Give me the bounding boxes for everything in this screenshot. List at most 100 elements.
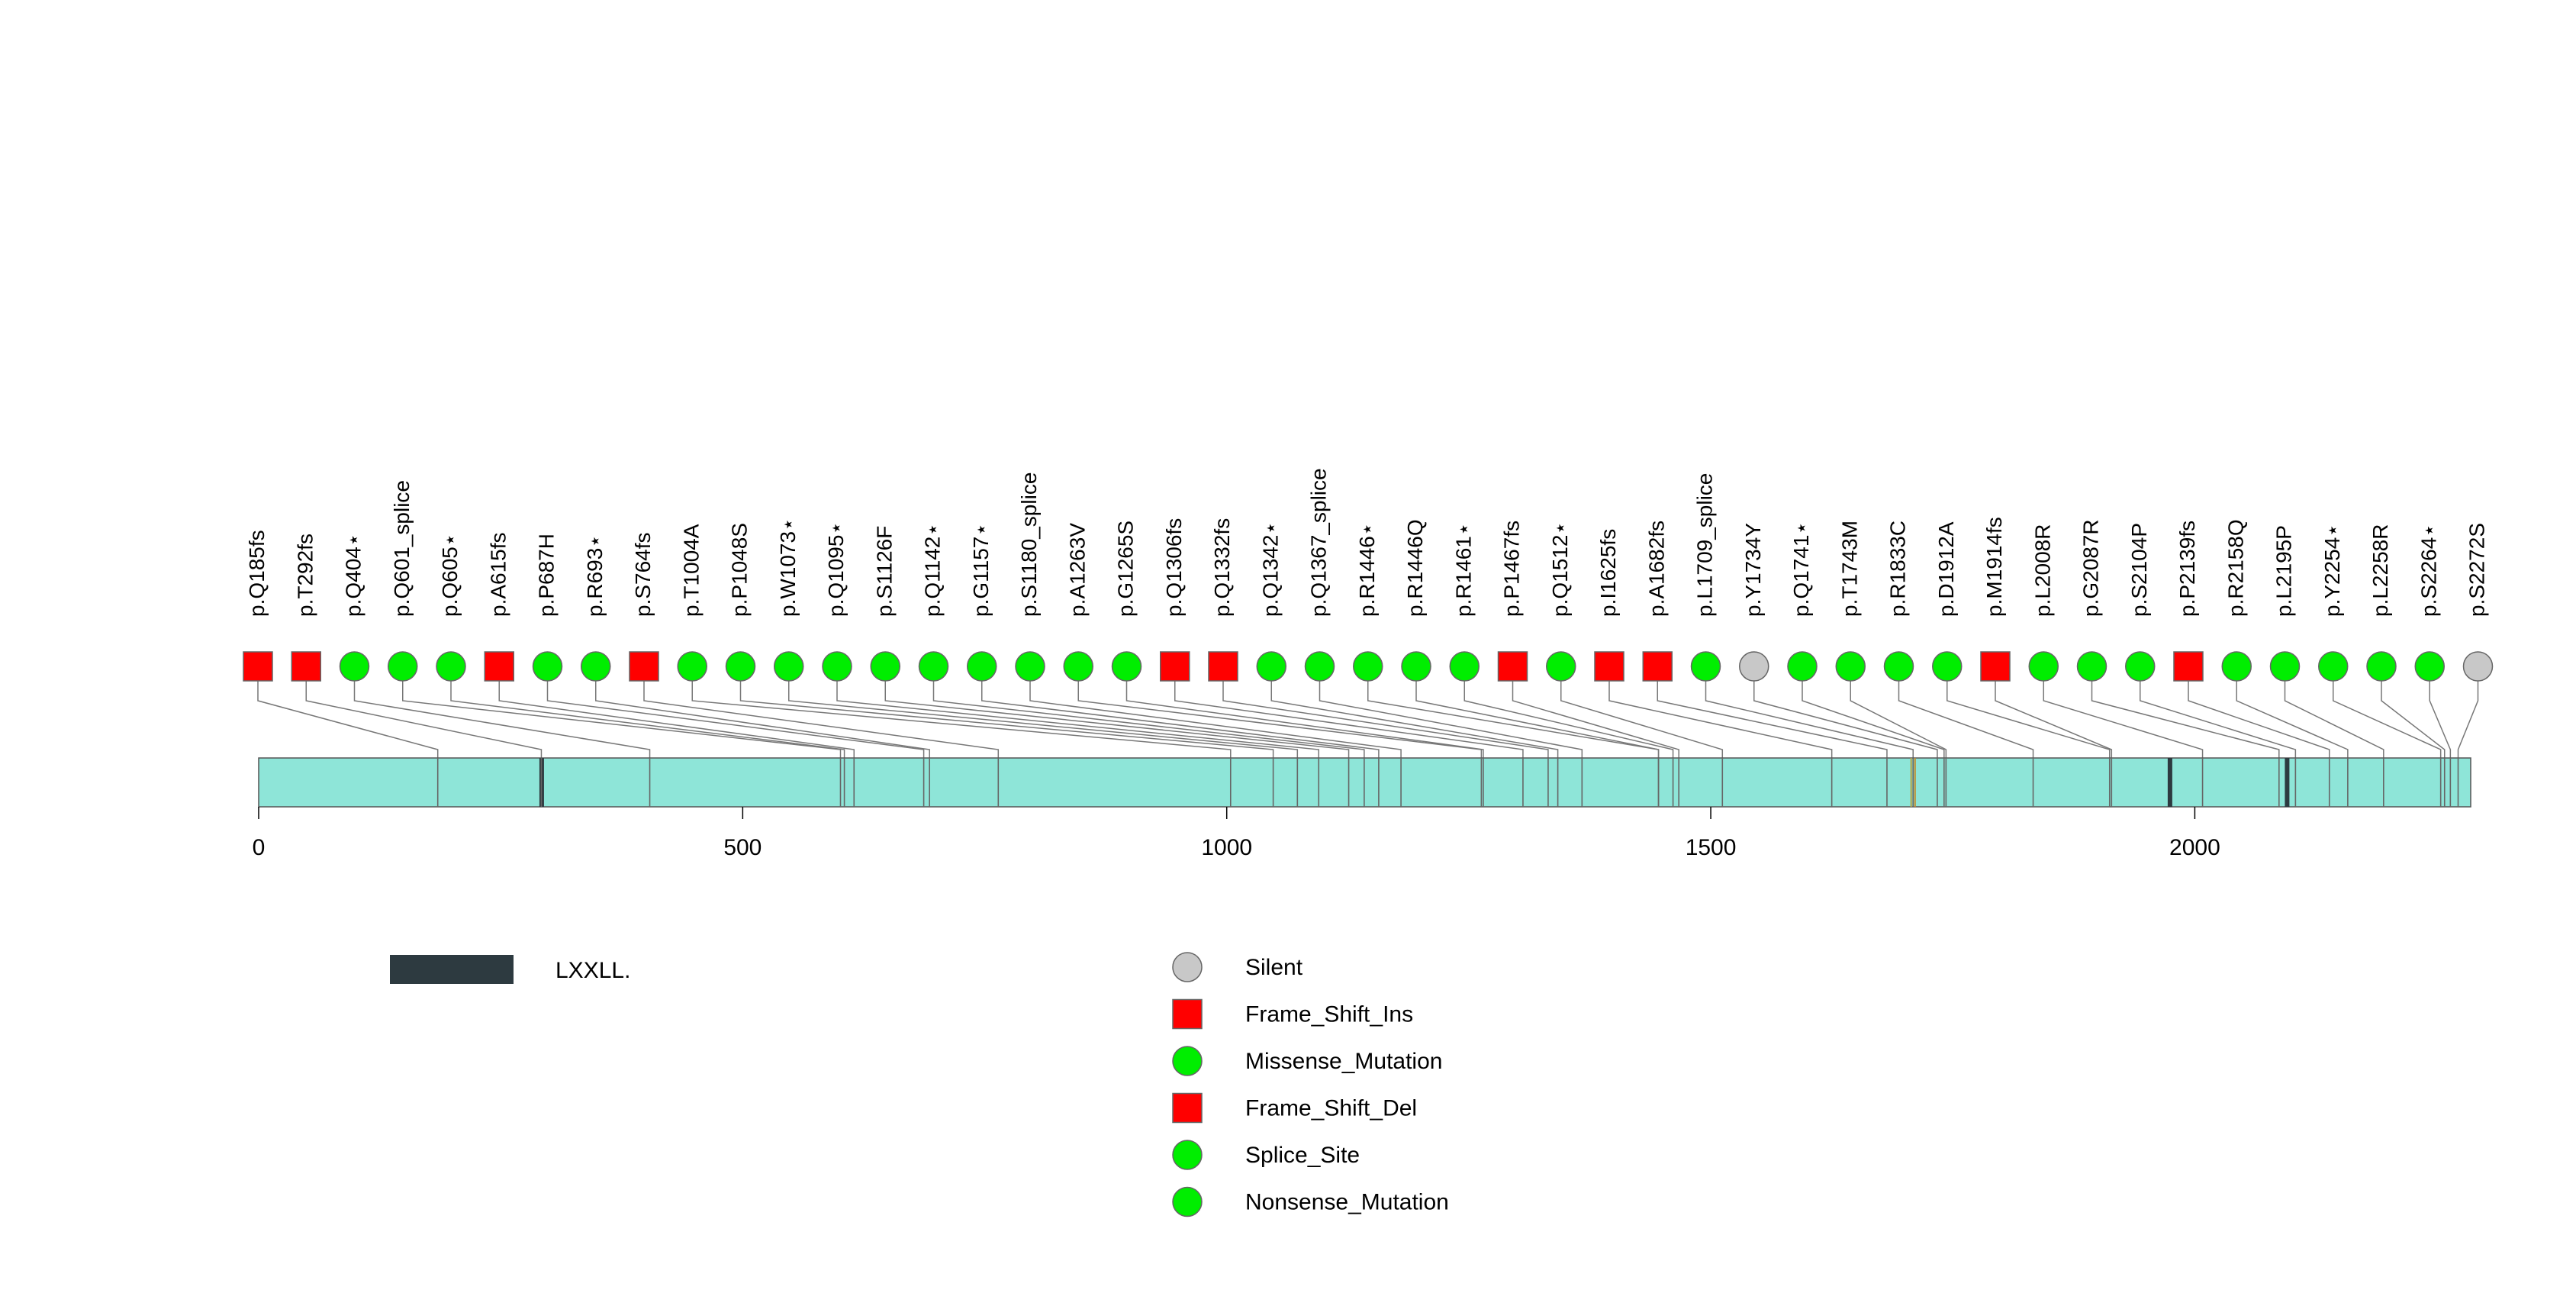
mutation-label: p.T292fs: [293, 534, 317, 617]
legend-marker-square: [1172, 1092, 1203, 1124]
connector-line: [1077, 681, 1483, 758]
legend-domain-label: LXXLL.: [555, 958, 630, 983]
connector-line: [1415, 681, 1660, 758]
mutation-label: p.Q185fs: [245, 530, 269, 617]
connector-line: [2043, 681, 2204, 758]
mutation-label: p.Q1512⋆: [1548, 521, 1572, 617]
domain-block: [2285, 758, 2290, 807]
mutation-marker-square: [243, 651, 273, 682]
mutation-marker-circle: [2366, 651, 2397, 682]
mutation-label: p.Q1332fs: [1210, 518, 1234, 617]
mutation-marker-circle: [2318, 651, 2349, 682]
mutation-markers: [243, 651, 2494, 682]
x-tick-label: 1000: [1201, 835, 1252, 860]
connector-line: [1463, 681, 1674, 758]
legend-mutation-label: Frame_Shift_Del: [1245, 1096, 1417, 1121]
mutation-label: p.Y2254⋆: [2320, 524, 2344, 617]
mutation-marker-circle: [2462, 651, 2494, 682]
mutation-label: p.R1446Q: [1403, 519, 1427, 617]
connector-line: [1946, 681, 2111, 758]
mutation-label: p.W1073⋆: [776, 518, 800, 617]
connector-line: [2236, 681, 2349, 758]
connector-line: [2381, 681, 2446, 758]
connector-line: [1802, 681, 1945, 758]
mutation-marker-circle: [2028, 651, 2059, 682]
mutation-marker-circle: [1883, 651, 1914, 682]
connector-line: [1029, 681, 1402, 758]
legend-mutation-label: Silent: [1245, 955, 1303, 980]
connector-line: [2140, 681, 2297, 758]
legend-domain-swatch: [390, 955, 514, 984]
connector-line: [1270, 681, 1559, 758]
mutation-label: p.T1743M: [1837, 521, 1861, 617]
connector-line: [2091, 681, 2280, 758]
mutation-label: p.S2104P: [2127, 523, 2151, 617]
connector-line: [1174, 681, 1524, 758]
x-axis: 0 500 1000 1500 2000: [253, 807, 2220, 860]
mutation-label: p.Q404⋆: [342, 534, 365, 617]
mutation-marker-square: [484, 651, 514, 682]
mutation-marker-square: [1160, 651, 1190, 682]
legend-marker-circle: [1172, 1046, 1203, 1076]
legend-marker-circle: [1172, 1140, 1203, 1170]
connector-line: [1753, 681, 1938, 758]
mutation-marker-circle: [1256, 651, 1286, 682]
mutation-label: p.S2272S: [2465, 523, 2489, 617]
mutation-marker-circle: [388, 651, 418, 682]
mutation-marker-square: [629, 651, 659, 682]
connector-line: [353, 681, 651, 758]
connector-line: [1319, 681, 1583, 758]
mutation-marker-square: [291, 651, 321, 682]
mutation-label: p.Y1734Y: [1741, 523, 1765, 617]
x-tick-label: 500: [723, 835, 762, 860]
legend-mutation-label: Frame_Shift_Ins: [1245, 1002, 1413, 1027]
mutation-marker-circle: [2269, 651, 2301, 682]
mutation-label: p.Q1095⋆: [824, 521, 848, 617]
mutation-label: p.D1912A: [1934, 521, 1958, 617]
mutation-label: p.G1265S: [1114, 521, 1138, 617]
connector-line: [932, 681, 1365, 758]
mutation-marker-circle: [2414, 651, 2445, 682]
mutation-type-legend: Silent Frame_Shift_Ins Missense_Mutation Fr…: [1172, 952, 1449, 1217]
mutation-marker-circle: [774, 651, 804, 682]
mutation-label: p.R1446⋆: [1355, 523, 1379, 617]
mutation-marker-circle: [822, 651, 852, 682]
mutation-marker-circle: [1353, 651, 1383, 682]
mutation-marker-circle: [1690, 651, 1721, 682]
connector-line: [450, 681, 845, 758]
connector-line: [1125, 681, 1484, 758]
mutation-label: p.R693⋆: [583, 534, 607, 617]
mutation-label: p.P1048S: [728, 523, 752, 617]
mutation-label: p.T1004A: [679, 524, 703, 617]
connector-line: [1850, 681, 1947, 758]
connector-line: [2429, 681, 2452, 758]
connector-line: [305, 681, 543, 758]
mutation-marker-circle: [2221, 651, 2252, 682]
mutation-marker-circle: [918, 651, 949, 682]
mutation-labels: p.Q185fs p.T292fs p.Q404⋆ p.Q601_splice p.Q6…: [245, 468, 2489, 617]
mutation-label: p.Q1142⋆: [921, 523, 945, 617]
mutation-marker-circle: [1401, 651, 1431, 682]
mutation-label: p.A1263V: [1065, 523, 1089, 617]
domain-block: [2167, 758, 2172, 807]
mutation-marker-square: [1594, 651, 1624, 682]
mutation-marker-circle: [2076, 651, 2107, 682]
mutation-marker-circle: [1015, 651, 1045, 682]
mutation-label: p.S1180_splice: [1017, 472, 1041, 617]
mutation-label: p.L2195P: [2272, 525, 2296, 617]
mutation-marker-circle: [725, 651, 756, 682]
mutation-label: p.Q1741⋆: [1789, 521, 1813, 617]
mutation-label: p.P687H: [535, 534, 559, 617]
mutation-marker-circle: [581, 651, 611, 682]
connector-line: [884, 681, 1350, 758]
connector-line: [1608, 681, 1833, 758]
mutation-label: p.I1625fs: [1596, 529, 1620, 617]
x-tick-label: 0: [253, 835, 266, 860]
connector-line: [1512, 681, 1679, 758]
mutation-label: p.R1833C: [1886, 521, 1910, 617]
mutation-marker-circle: [1111, 651, 1142, 682]
x-tick-label: 2000: [2169, 835, 2220, 860]
mutation-label: p.Q605⋆: [438, 534, 462, 617]
connector-line: [788, 681, 1299, 758]
mutation-label: p.L2258R: [2368, 524, 2392, 617]
